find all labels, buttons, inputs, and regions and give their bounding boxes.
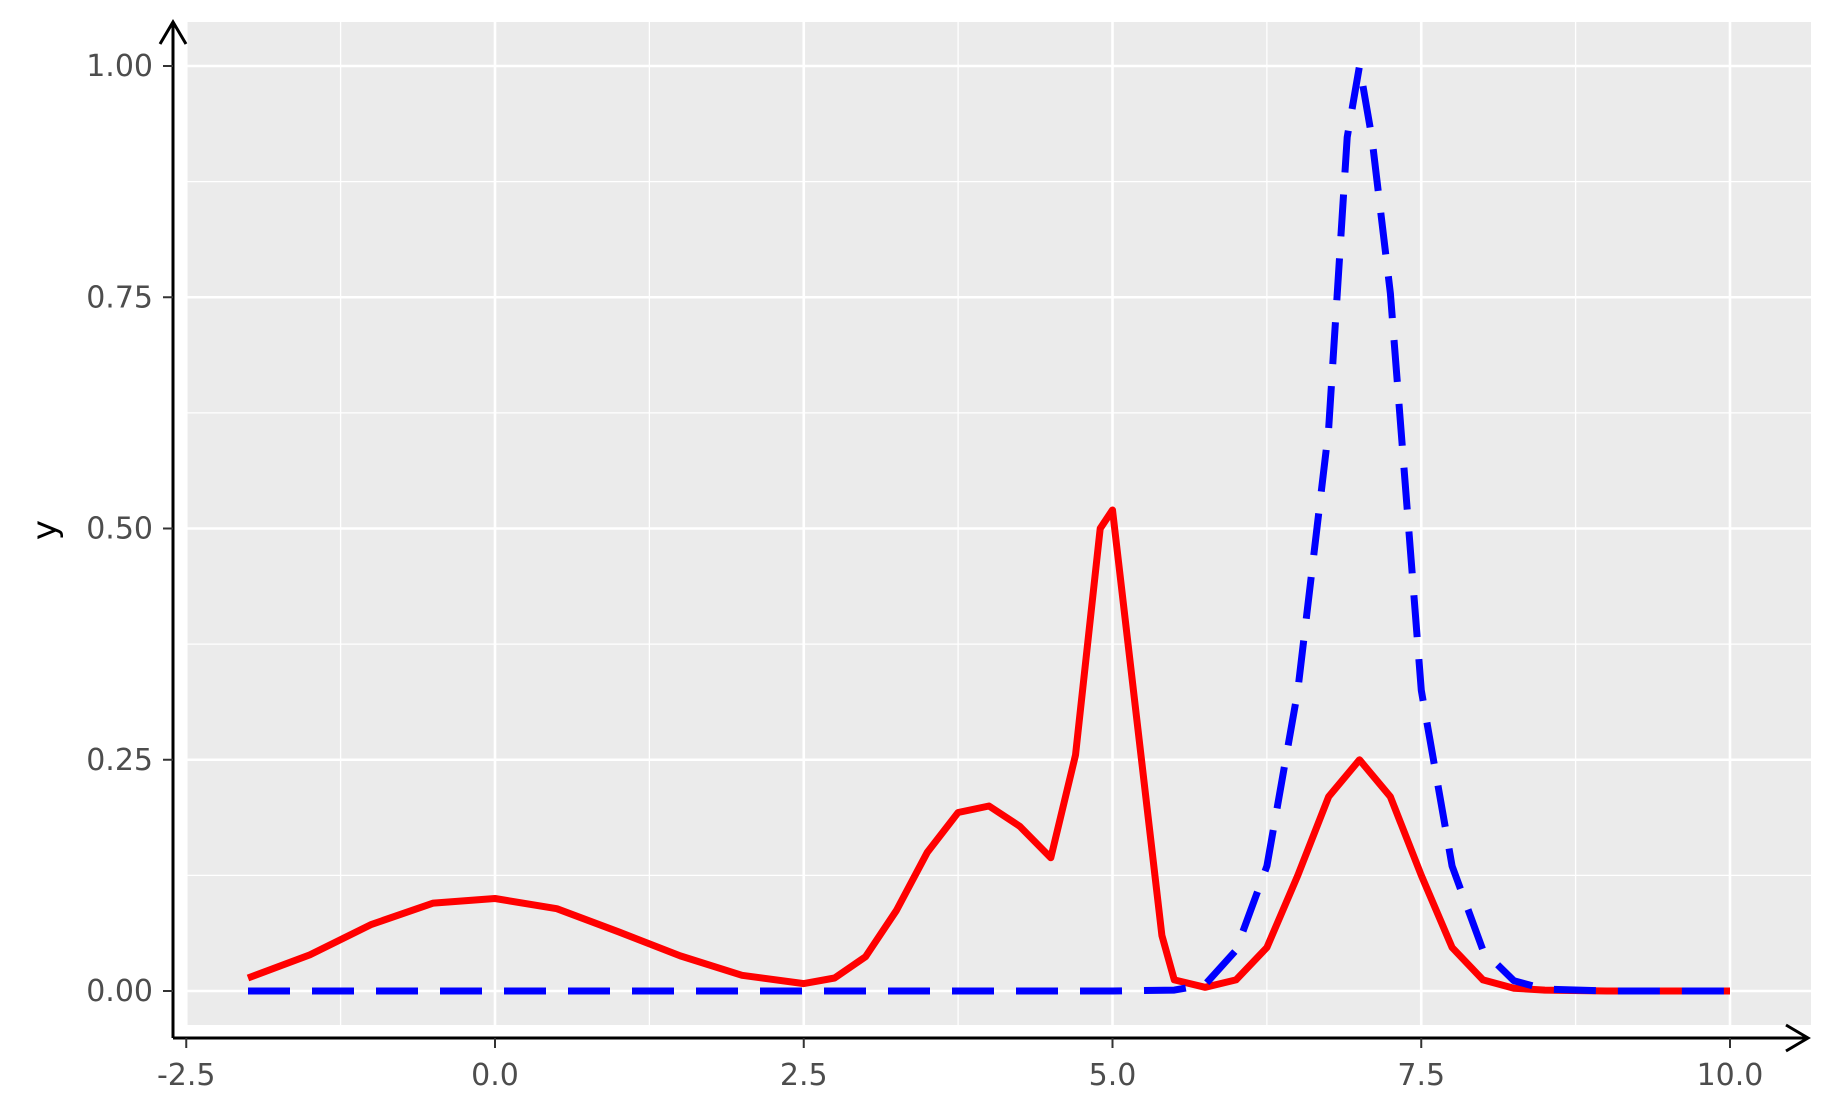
y-axis-arrowhead [158, 19, 188, 45]
series-line-dashed-blue [248, 62, 1730, 995]
y-axis-title: y [25, 520, 65, 540]
y-axis-ticks: 0.00 0.25 0.50 0.75 1.00 [86, 49, 173, 1009]
y-tick-label: 1.00 [86, 49, 153, 84]
y-tick-label: 0.25 [86, 743, 153, 778]
panel-background [186, 22, 1811, 1025]
x-tick-label: -2.5 [157, 1058, 216, 1093]
series-layer [246, 62, 1730, 995]
series-line-solid-red [246, 506, 1730, 995]
x-tick-label: 5.0 [1089, 1058, 1137, 1093]
y-tick-label: 0.50 [86, 512, 153, 547]
x-axis-arrowhead [1785, 1023, 1811, 1053]
x-tick-label: 0.0 [471, 1058, 519, 1093]
x-axis-ticks: -2.5 0.0 2.5 5.0 7.5 10.0 [157, 1038, 1763, 1093]
x-tick-label: 10.0 [1697, 1058, 1764, 1093]
y-tick-label: 0.75 [86, 280, 153, 315]
y-tick-label: 0.00 [86, 974, 153, 1009]
x-tick-label: 2.5 [780, 1058, 828, 1093]
minor-gridlines [186, 22, 1811, 1025]
x-tick-label: 7.5 [1397, 1058, 1445, 1093]
axes [158, 19, 1811, 1053]
